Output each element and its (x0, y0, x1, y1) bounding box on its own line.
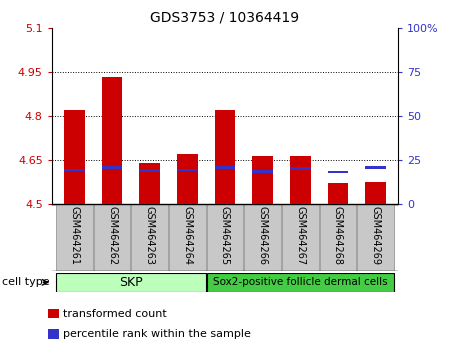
Bar (244, 204, 281, 271)
Bar (56, 204, 93, 271)
Bar (290, 156, 310, 204)
Text: GSM464265: GSM464265 (220, 206, 230, 265)
Text: GSM464266: GSM464266 (258, 206, 268, 264)
Text: GSM464261: GSM464261 (69, 206, 79, 264)
Bar (290, 167, 310, 170)
Bar (94, 204, 130, 271)
Bar (207, 273, 394, 292)
Bar (169, 204, 206, 271)
Title: GDS3753 / 10364419: GDS3753 / 10364419 (150, 10, 300, 24)
Text: cell type: cell type (2, 277, 49, 287)
Text: GSM464269: GSM464269 (371, 206, 381, 264)
Bar (102, 166, 122, 169)
Bar (140, 163, 160, 204)
Text: percentile rank within the sample: percentile rank within the sample (63, 329, 251, 339)
Bar (357, 204, 394, 271)
Bar (207, 204, 243, 271)
Text: GSM464264: GSM464264 (182, 206, 192, 264)
Bar (365, 166, 386, 169)
Bar (328, 183, 348, 204)
Text: GSM464262: GSM464262 (107, 206, 117, 265)
Bar (64, 110, 85, 204)
Bar (328, 171, 348, 173)
Bar (177, 169, 198, 171)
Text: GSM464267: GSM464267 (295, 206, 306, 265)
Bar (131, 204, 168, 271)
Text: GSM464263: GSM464263 (144, 206, 155, 264)
Bar (64, 169, 85, 171)
Bar (252, 156, 273, 204)
Bar (48, 309, 59, 318)
Bar (56, 273, 206, 292)
Text: transformed count: transformed count (63, 309, 167, 319)
Text: GSM464268: GSM464268 (333, 206, 343, 264)
Text: Sox2-positive follicle dermal cells: Sox2-positive follicle dermal cells (213, 277, 387, 287)
Text: SKP: SKP (119, 276, 143, 289)
Bar (215, 166, 235, 169)
Bar (102, 76, 122, 204)
Bar (365, 182, 386, 204)
Bar (48, 330, 59, 339)
Bar (320, 204, 356, 271)
Bar (140, 169, 160, 172)
Bar (215, 110, 235, 204)
Bar (282, 204, 319, 271)
Bar (252, 170, 273, 173)
Bar (177, 154, 198, 204)
